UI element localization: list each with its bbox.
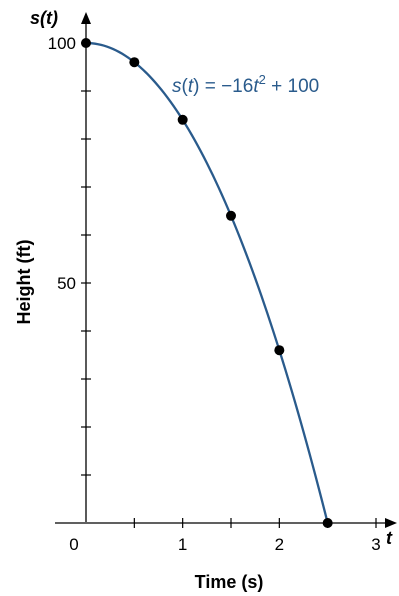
- tick-labels: 0 1 2 3 50 100: [48, 34, 381, 554]
- data-point: [226, 210, 236, 221]
- x-tick-label: 2: [275, 535, 284, 554]
- series-line-s-of-t: [85, 41, 329, 524]
- y-axis-arrow: [81, 12, 91, 24]
- y-tick-label: 50: [57, 274, 76, 293]
- data-point: [322, 518, 333, 528]
- x-tick-label: 3: [371, 535, 380, 554]
- axis-ticks: [81, 42, 377, 528]
- y-axis-title: Height (ft): [14, 240, 34, 325]
- data-points: [81, 38, 333, 528]
- y-tick-label: 100: [48, 34, 76, 53]
- y-axis-var-label: s(t): [30, 8, 58, 28]
- data-point: [274, 345, 285, 356]
- x-axis-arrow: [385, 518, 397, 528]
- equation-annotation: s(t) = −16t2 + 100: [172, 72, 319, 97]
- data-point: [177, 114, 188, 125]
- x-tick-label: 0: [69, 535, 78, 554]
- x-tick-label: 1: [178, 535, 187, 554]
- data-point: [129, 57, 140, 68]
- x-axis-var-label: t: [386, 528, 393, 548]
- data-point: [81, 38, 91, 48]
- x-axis-title: Time (s): [195, 572, 264, 592]
